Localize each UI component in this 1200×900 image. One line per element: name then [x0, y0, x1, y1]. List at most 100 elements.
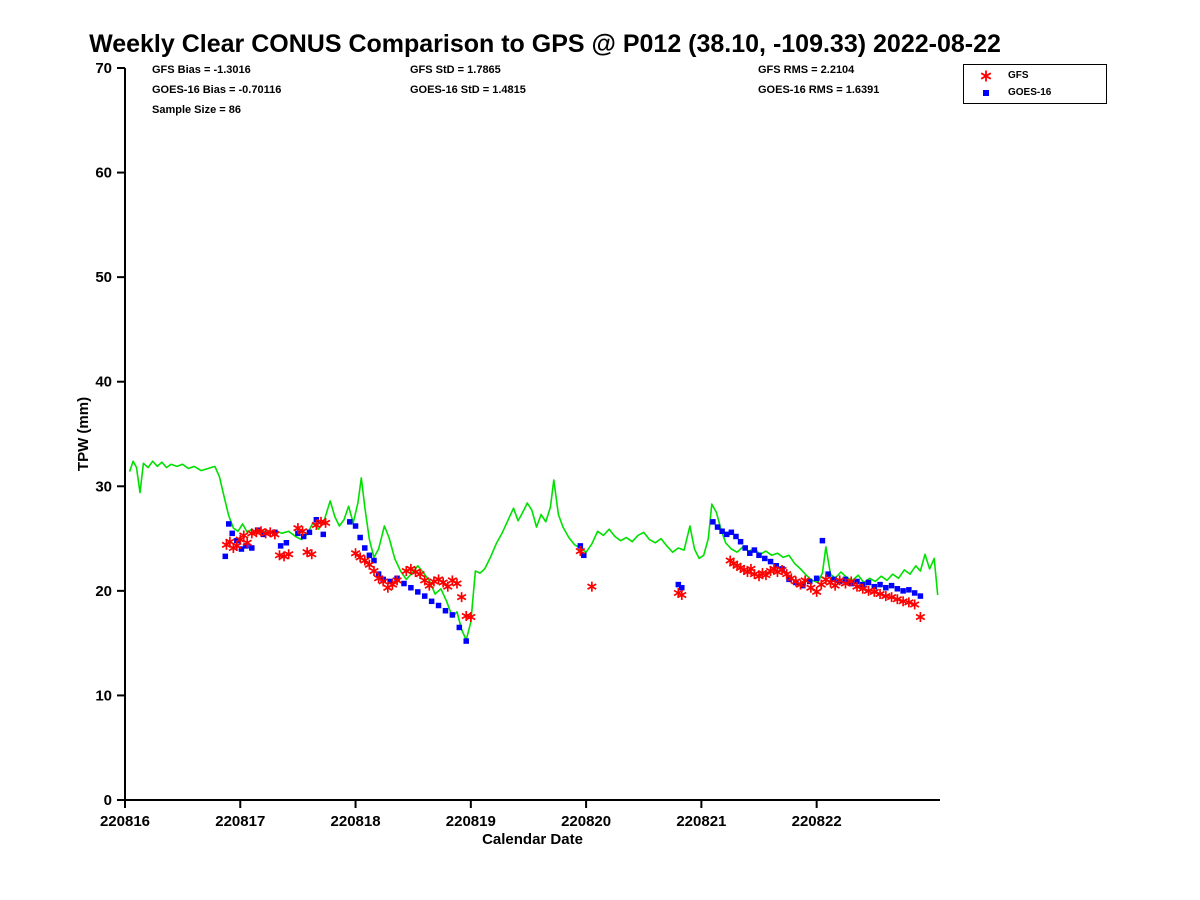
goes16-point [283, 540, 290, 546]
goes16-point [756, 552, 762, 559]
goes16-point [295, 530, 301, 537]
gfs-point [761, 570, 771, 581]
goes16-point [371, 557, 377, 564]
stats-column-rms: GFS RMS = 2.2104 GOES-16 RMS = 1.6391 [758, 60, 879, 100]
gfs-rms-text: GFS RMS = 2.2104 [758, 64, 855, 76]
goes16-point [401, 580, 407, 587]
legend-item-goes16: GOES-16 [964, 84, 1106, 101]
goes16-square-icon [964, 86, 1008, 100]
goes16-point [751, 547, 758, 553]
goes16-std-text: GOES-16 StD = 1.4815 [410, 84, 526, 96]
sample-size-text: Sample Size = 86 [152, 104, 241, 116]
goes16-point [854, 578, 860, 585]
goes16-point [871, 583, 878, 590]
goes16-point [877, 581, 883, 588]
gfs-point [800, 575, 810, 586]
y-tick-label: 70 [95, 60, 112, 77]
goes16-point [249, 545, 255, 551]
goes16-point [387, 578, 393, 585]
stats-column-std: GFS StD = 1.7865 GOES-16 StD = 1.4815 [410, 60, 526, 100]
gfs-point [360, 555, 370, 566]
goes16-point [819, 537, 826, 544]
gfs-point [852, 581, 862, 592]
y-tick-label: 40 [95, 374, 112, 391]
goes16-point [222, 553, 229, 560]
y-tick-label: 60 [95, 165, 112, 182]
goes16-point [747, 550, 753, 556]
y-tick-label: 0 [104, 792, 112, 809]
legend-label-goes16: GOES-16 [1008, 87, 1052, 98]
y-tick-label: 10 [95, 687, 112, 704]
y-tick-label: 30 [95, 478, 112, 495]
gfs-point [378, 576, 388, 587]
legend-box: GFS GOES-16 [963, 64, 1107, 104]
goes16-point [679, 584, 685, 591]
goes16-point [408, 584, 414, 591]
gfs-point [350, 548, 361, 559]
x-tick-label: 220820 [561, 813, 611, 830]
goes16-point [813, 575, 820, 582]
goes16-point [362, 545, 368, 551]
gfs-point [438, 577, 448, 588]
gfs-point [242, 537, 252, 548]
gfs-point [863, 585, 874, 596]
chart-title: Weekly Clear CONUS Comparison to GPS @ P… [89, 30, 1001, 58]
gfs-point [869, 586, 880, 597]
goes16-point [917, 593, 924, 599]
goes16-point [320, 531, 327, 538]
goes16-point [675, 581, 682, 588]
goes16-point [449, 612, 456, 618]
gfs-point [909, 599, 920, 610]
gfs-point [875, 588, 885, 599]
gfs-point [846, 576, 857, 587]
y-tick-label: 50 [95, 269, 112, 286]
goes16-point [277, 543, 284, 549]
x-tick-label: 220818 [331, 813, 381, 830]
goes16-point [733, 533, 739, 540]
gfs-point [238, 530, 249, 541]
gfs-point [781, 569, 792, 580]
y-tick-label: 20 [95, 583, 112, 600]
axes [124, 68, 940, 801]
x-tick-label: 220822 [792, 813, 842, 830]
x-tick-label: 220819 [446, 813, 496, 830]
goes16-point [894, 586, 901, 592]
goes16-point [442, 607, 449, 614]
goes16-point [825, 571, 831, 577]
y-axis-label: TPW (mm) [75, 397, 92, 471]
gfs-point [677, 590, 687, 601]
gfs-point [857, 583, 868, 594]
gfs-point [283, 549, 294, 560]
goes16-point [581, 552, 587, 559]
goes16-point [728, 529, 735, 536]
goes16-point [306, 529, 313, 536]
goes16-point [238, 546, 245, 552]
gfs-point [452, 578, 462, 589]
goes16-point [831, 576, 837, 583]
goes16-point [767, 558, 774, 565]
gfs-point [777, 564, 787, 575]
goes16-point [906, 587, 912, 593]
goes16-point [742, 545, 748, 551]
goes16-point [463, 638, 469, 644]
gfs-point [466, 612, 476, 622]
goes16-point [366, 552, 373, 559]
gfs-point [320, 517, 331, 528]
x-axis-label: Calendar Date [482, 831, 583, 848]
gfs-point [364, 559, 375, 570]
goes16-point [428, 598, 435, 605]
gfs-bias-text: GFS Bias = -1.3016 [152, 64, 251, 76]
goes16-point [415, 589, 421, 595]
gfs-point [904, 597, 914, 608]
gfs-point [795, 579, 806, 590]
goes16-point [243, 543, 249, 549]
goes16-point [421, 593, 428, 599]
goes16-point [714, 524, 721, 530]
goes16-bias-text: GOES-16 Bias = -0.70116 [152, 84, 282, 96]
x-tick-label: 220821 [676, 813, 726, 830]
goes16-point [357, 534, 363, 541]
gfs-point [575, 546, 586, 557]
goes16-point [911, 590, 918, 596]
